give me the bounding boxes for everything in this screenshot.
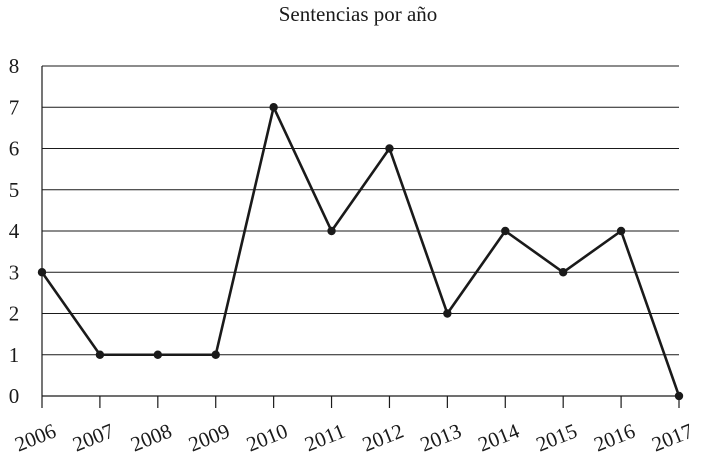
data-point-2016	[616, 226, 626, 236]
x-tick-label-2006: 2006	[11, 419, 59, 453]
data-point-2014	[501, 226, 510, 236]
x-axis-ticks: 2006 2007 2008 2009 2010 2011 2012 2013 2014 2015…	[11, 396, 696, 453]
x-tick-label-2009: 2009	[185, 419, 233, 453]
data-point-2017	[674, 391, 684, 401]
x-tick-label-2013: 2013	[417, 419, 465, 453]
x-tick-label-2015: 2015	[533, 419, 581, 453]
data-point-2009	[211, 350, 220, 359]
x-tick-label-2016: 2016	[591, 419, 639, 453]
chart-title: Sentencias por año	[279, 2, 438, 26]
x-tick-label-2014: 2014	[475, 418, 523, 453]
x-tick-label-2008: 2008	[127, 419, 175, 453]
data-point-2008	[153, 350, 163, 359]
y-tick-label-4: 4	[9, 219, 20, 243]
x-tick-label-2017: 2017	[648, 419, 696, 453]
x-tick-label-2010: 2010	[243, 419, 291, 453]
y-tick-label-2: 2	[9, 302, 20, 326]
y-tick-label-0: 0	[9, 384, 20, 408]
x-tick-label-2012: 2012	[359, 419, 407, 453]
data-point-2007	[95, 350, 105, 359]
y-tick-label-3: 3	[9, 260, 20, 284]
y-tick-label-6: 6	[9, 137, 20, 161]
data-point-2015	[558, 268, 568, 277]
grid-lines	[41, 65, 679, 397]
series-sentencias	[37, 103, 684, 401]
data-point-2010	[269, 103, 278, 112]
y-tick-label-1: 1	[9, 343, 20, 367]
y-tick-label-7: 7	[9, 95, 20, 119]
y-axis-ticks: 0 1 2 3 4 5 6 7 8	[9, 54, 20, 408]
y-tick-label-5: 5	[9, 178, 20, 202]
data-point-2006	[37, 268, 47, 277]
data-point-2012	[385, 144, 394, 153]
y-tick-label-8: 8	[9, 54, 20, 78]
data-point-2011	[327, 226, 336, 236]
x-tick-label-2007: 2007	[69, 419, 117, 453]
x-tick-label-2011: 2011	[301, 419, 348, 453]
series-line	[40, 103, 681, 397]
data-point-2013	[443, 309, 452, 318]
